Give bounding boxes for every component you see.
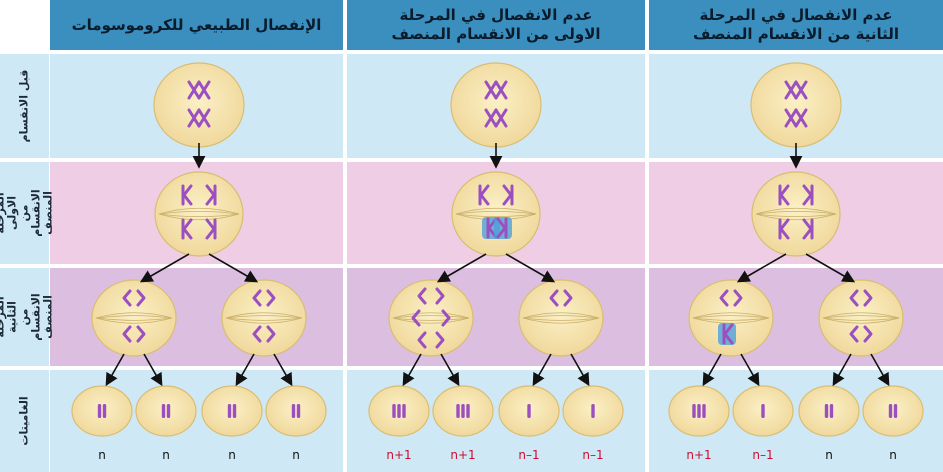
gamete-label: n [825, 448, 833, 462]
arrow [235, 353, 255, 387]
arrow [532, 353, 552, 387]
column-title-line1: عدم الانفصال في المرحلة [399, 6, 593, 24]
arrow [736, 253, 787, 283]
column-divider [645, 0, 649, 472]
column-title-line1: الإنفصال الطبيعي للكروموسومات [71, 15, 322, 34]
arrow [273, 353, 293, 387]
arrow [870, 353, 890, 387]
gamete-label: n [98, 448, 106, 462]
row-label-meiosis-2: المرحلة الثانية من الانقسام المنصف [0, 268, 55, 366]
gamete-cell [368, 385, 430, 437]
arrow [570, 353, 590, 387]
arrow [740, 353, 760, 387]
arrow [143, 353, 163, 387]
gamete-cell [201, 385, 263, 437]
gamete-cell [668, 385, 730, 437]
cell-meiosis-2-left [91, 279, 177, 357]
gamete-cell [432, 385, 494, 437]
row-label-before: قبل الانقسام [0, 54, 49, 158]
row-label-meiosis-1: المرحلة الاولى من الانقسام المنصف [0, 162, 55, 264]
gamete-label: n [889, 448, 897, 462]
gamete-label: n–1 [752, 448, 773, 462]
gamete-label: n–1 [518, 448, 539, 462]
arrow [702, 353, 722, 387]
arrow [139, 253, 190, 283]
gamete-cell [798, 385, 860, 437]
arrow [832, 353, 852, 387]
cell-before-division [750, 62, 842, 148]
gamete-cell [265, 385, 327, 437]
arrow [805, 253, 856, 283]
gamete-label: n [162, 448, 170, 462]
gamete-cell [135, 385, 197, 437]
gamete-cell [732, 385, 794, 437]
arrow [105, 353, 125, 387]
column-header-meiosis2-nondisjunction: عدم الانفصال في المرحلة الثانية من الانق… [649, 0, 943, 50]
gamete-label: n [292, 448, 300, 462]
corner-blank [0, 0, 49, 50]
arrow [440, 353, 460, 387]
arrow [505, 253, 556, 283]
gamete-label: n–1 [582, 448, 603, 462]
column-header-normal: الإنفصال الطبيعي للكروموسومات [50, 0, 343, 50]
arrow [208, 253, 259, 283]
column-header-meiosis1-nondisjunction: عدم الانفصال في المرحلة الاولى من الانقس… [347, 0, 645, 50]
row-meiosis-2 [50, 268, 943, 366]
cell-before-division [153, 62, 245, 148]
column-divider [343, 0, 347, 472]
cell-meiosis-1 [751, 171, 841, 257]
cell-before-division [450, 62, 542, 148]
arrow [402, 353, 422, 387]
row-label-gametes: الغاميتات [0, 370, 49, 472]
gamete-label: n+1 [386, 448, 411, 462]
gamete-cell [71, 385, 133, 437]
gamete-cell [562, 385, 624, 437]
cell-meiosis-2-left [388, 279, 474, 357]
row-gametes [50, 370, 943, 472]
gamete-label: n+1 [450, 448, 475, 462]
cell-meiosis-2-right [818, 279, 904, 357]
gamete-label: n [228, 448, 236, 462]
cell-meiosis-1 [154, 171, 244, 257]
arrow [436, 253, 487, 283]
column-title-line1: عدم الانفصال في المرحلة [699, 6, 893, 24]
cell-meiosis-2-right [221, 279, 307, 357]
column-title-line2: الثانية من الانقسام المنصف [692, 25, 900, 43]
gamete-cell [498, 385, 560, 437]
gamete-label: n+1 [686, 448, 711, 462]
cell-meiosis-2-left [688, 279, 774, 357]
cell-meiosis-1 [451, 171, 541, 257]
cell-meiosis-2-right [518, 279, 604, 357]
gamete-cell [862, 385, 924, 437]
column-title-line2: الاولى من الانقسام المنصف [391, 25, 601, 43]
